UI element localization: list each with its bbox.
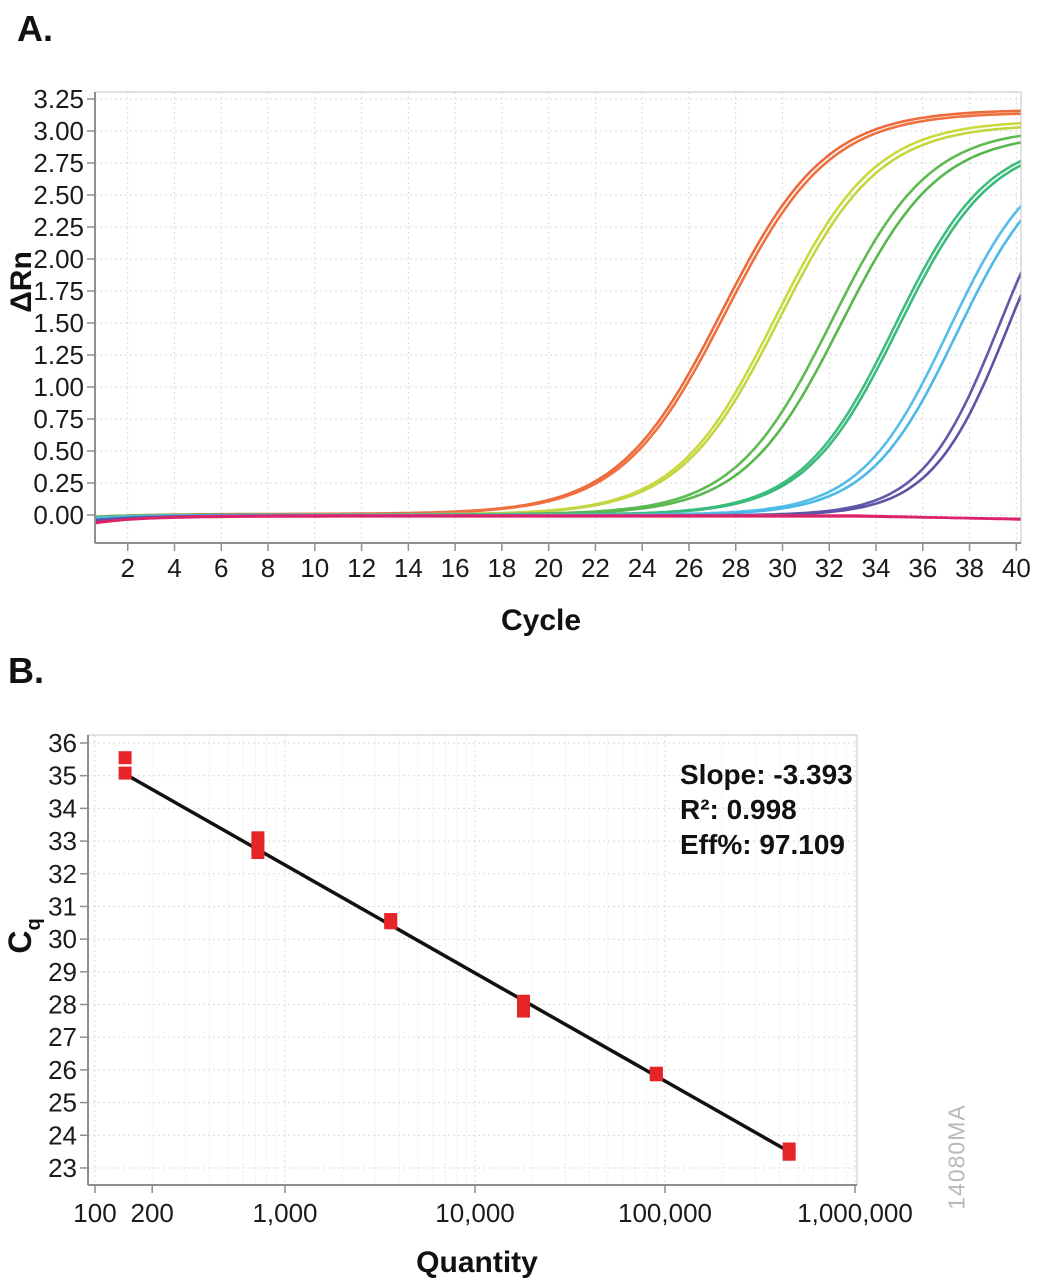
y-tick-label: 1.25 (33, 340, 84, 370)
standard-point (384, 916, 398, 930)
amplification-curve-std-144-rep2 (95, 293, 1021, 522)
standard-curve-axis-labels: 100 200 1,000 10,000 100,000 1,000,0002324252… (48, 728, 913, 1228)
panel-a-x-axis-title: Cycle (500, 604, 582, 637)
x-tick-label: 30 (768, 553, 797, 583)
cq-label-subscript: q (23, 918, 45, 931)
y-tick-label: 29 (48, 957, 77, 987)
y-tick-label: 35 (48, 761, 77, 791)
standard-point (649, 1068, 663, 1082)
standard-points (118, 751, 796, 1161)
standard-point (782, 1147, 796, 1161)
x-tick-label: 10,000 (435, 1198, 515, 1228)
x-tick-label: 100,000 (618, 1198, 712, 1228)
x-tick-label: 12 (347, 553, 376, 583)
x-tick-label: 38 (955, 553, 984, 583)
x-tick-label: 10 (300, 553, 329, 583)
y-tick-label: 1.75 (33, 276, 84, 306)
y-tick-label: 1.00 (33, 372, 84, 402)
x-tick-label: 24 (628, 553, 657, 583)
x-tick-label: 1,000,000 (797, 1198, 913, 1228)
y-tick-label: 30 (48, 924, 77, 954)
panel-a-label: A. (17, 8, 53, 49)
y-tick-label: 32 (48, 859, 77, 889)
y-tick-label: 0.25 (33, 468, 84, 498)
x-tick-label: 40 (1002, 553, 1031, 583)
y-tick-label: 24 (48, 1120, 77, 1150)
plot-border (94, 91, 1022, 544)
stat-r-squared: R²: 0.998 (680, 794, 797, 825)
y-tick-label: 28 (48, 990, 77, 1020)
panel-b-y-axis-title: Cq (2, 918, 46, 953)
y-tick-label: 2.50 (33, 180, 84, 210)
standard-curve-plot: 100 200 1,000 10,000 100,000 1,000,0002324252… (48, 728, 913, 1228)
amplification-axis-labels: 2 4 6 8 10 12 14 16 18 20 22 24 26 28 30 32 34 36 38 400.00… (33, 84, 1030, 583)
amplification-plot: 2 4 6 8 10 12 14 16 18 20 22 24 26 28 30 32 34 36 38 400.00… (33, 84, 1030, 583)
amplification-grid (95, 92, 1021, 543)
y-tick-label: 0.75 (33, 404, 84, 434)
standard-point (517, 1004, 531, 1018)
amplification-curve-std-3600-rep2 (95, 164, 1021, 521)
amplification-curve-std-18000-rep2 (95, 141, 1021, 519)
x-tick-label: 34 (862, 553, 891, 583)
x-tick-label: 18 (487, 553, 516, 583)
y-tick-label: 0.00 (33, 500, 84, 530)
standard-point (517, 994, 531, 1008)
y-tick-label: 34 (48, 793, 77, 823)
panel-a-y-axis-title: ΔRn (5, 251, 38, 313)
y-tick-label: 36 (48, 728, 77, 758)
y-tick-label: 1.50 (33, 308, 84, 338)
stat-efficiency: Eff%: 97.109 (680, 829, 845, 860)
standard-point (118, 751, 132, 765)
standard-curve-stats: Slope: -3.393 R²: 0.998 Eff%: 97.109 (680, 757, 853, 862)
amplification-curves (95, 109, 1021, 525)
x-tick-label: 20 (534, 553, 563, 583)
amplification-curve-std-3600-rep1 (95, 159, 1021, 520)
standard-point (251, 846, 265, 860)
amplification-curve-std-144-rep1 (95, 271, 1021, 522)
x-tick-label: 8 (261, 553, 275, 583)
x-tick-label: 6 (214, 553, 228, 583)
y-tick-label: 3.25 (33, 84, 84, 114)
x-tick-label: 1,000 (252, 1198, 317, 1228)
y-tick-label: 27 (48, 1022, 77, 1052)
regression-line (123, 772, 791, 1154)
y-tick-label: 23 (48, 1153, 77, 1183)
y-tick-label: 33 (48, 826, 77, 856)
standard-point (118, 766, 132, 780)
x-tick-label: 100 (73, 1198, 116, 1228)
amplification-curve-ntc-rep2 (95, 514, 1021, 524)
panel-b-label: B. (8, 650, 44, 691)
standard-curve-grid (88, 735, 857, 1185)
x-tick-label: 16 (441, 553, 470, 583)
y-tick-label: 3.00 (33, 116, 84, 146)
amplification-curve-std-720-rep2 (95, 219, 1021, 520)
x-tick-label: 4 (167, 553, 181, 583)
x-tick-label: 26 (674, 553, 703, 583)
figure-watermark: 14080MA (943, 1104, 970, 1210)
x-tick-label: 22 (581, 553, 610, 583)
y-tick-label: 2.75 (33, 148, 84, 178)
x-tick-label: 28 (721, 553, 750, 583)
y-tick-label: 31 (48, 891, 77, 921)
x-tick-label: 32 (815, 553, 844, 583)
y-tick-label: 0.50 (33, 436, 84, 466)
cq-label-main: C (2, 930, 38, 954)
y-tick-label: 2.00 (33, 244, 84, 274)
y-tick-label: 2.25 (33, 212, 84, 242)
x-tick-label: 36 (908, 553, 937, 583)
stat-slope: Slope: -3.393 (680, 759, 853, 790)
x-tick-label: 200 (131, 1198, 174, 1228)
y-tick-label: 26 (48, 1055, 77, 1085)
amplification-curve-std-450000-rep1 (95, 109, 1021, 519)
y-tick-label: 25 (48, 1088, 77, 1118)
panel-b-x-axis-title: Quantity (416, 1246, 538, 1279)
x-tick-label: 2 (121, 553, 135, 583)
x-tick-label: 14 (394, 553, 423, 583)
